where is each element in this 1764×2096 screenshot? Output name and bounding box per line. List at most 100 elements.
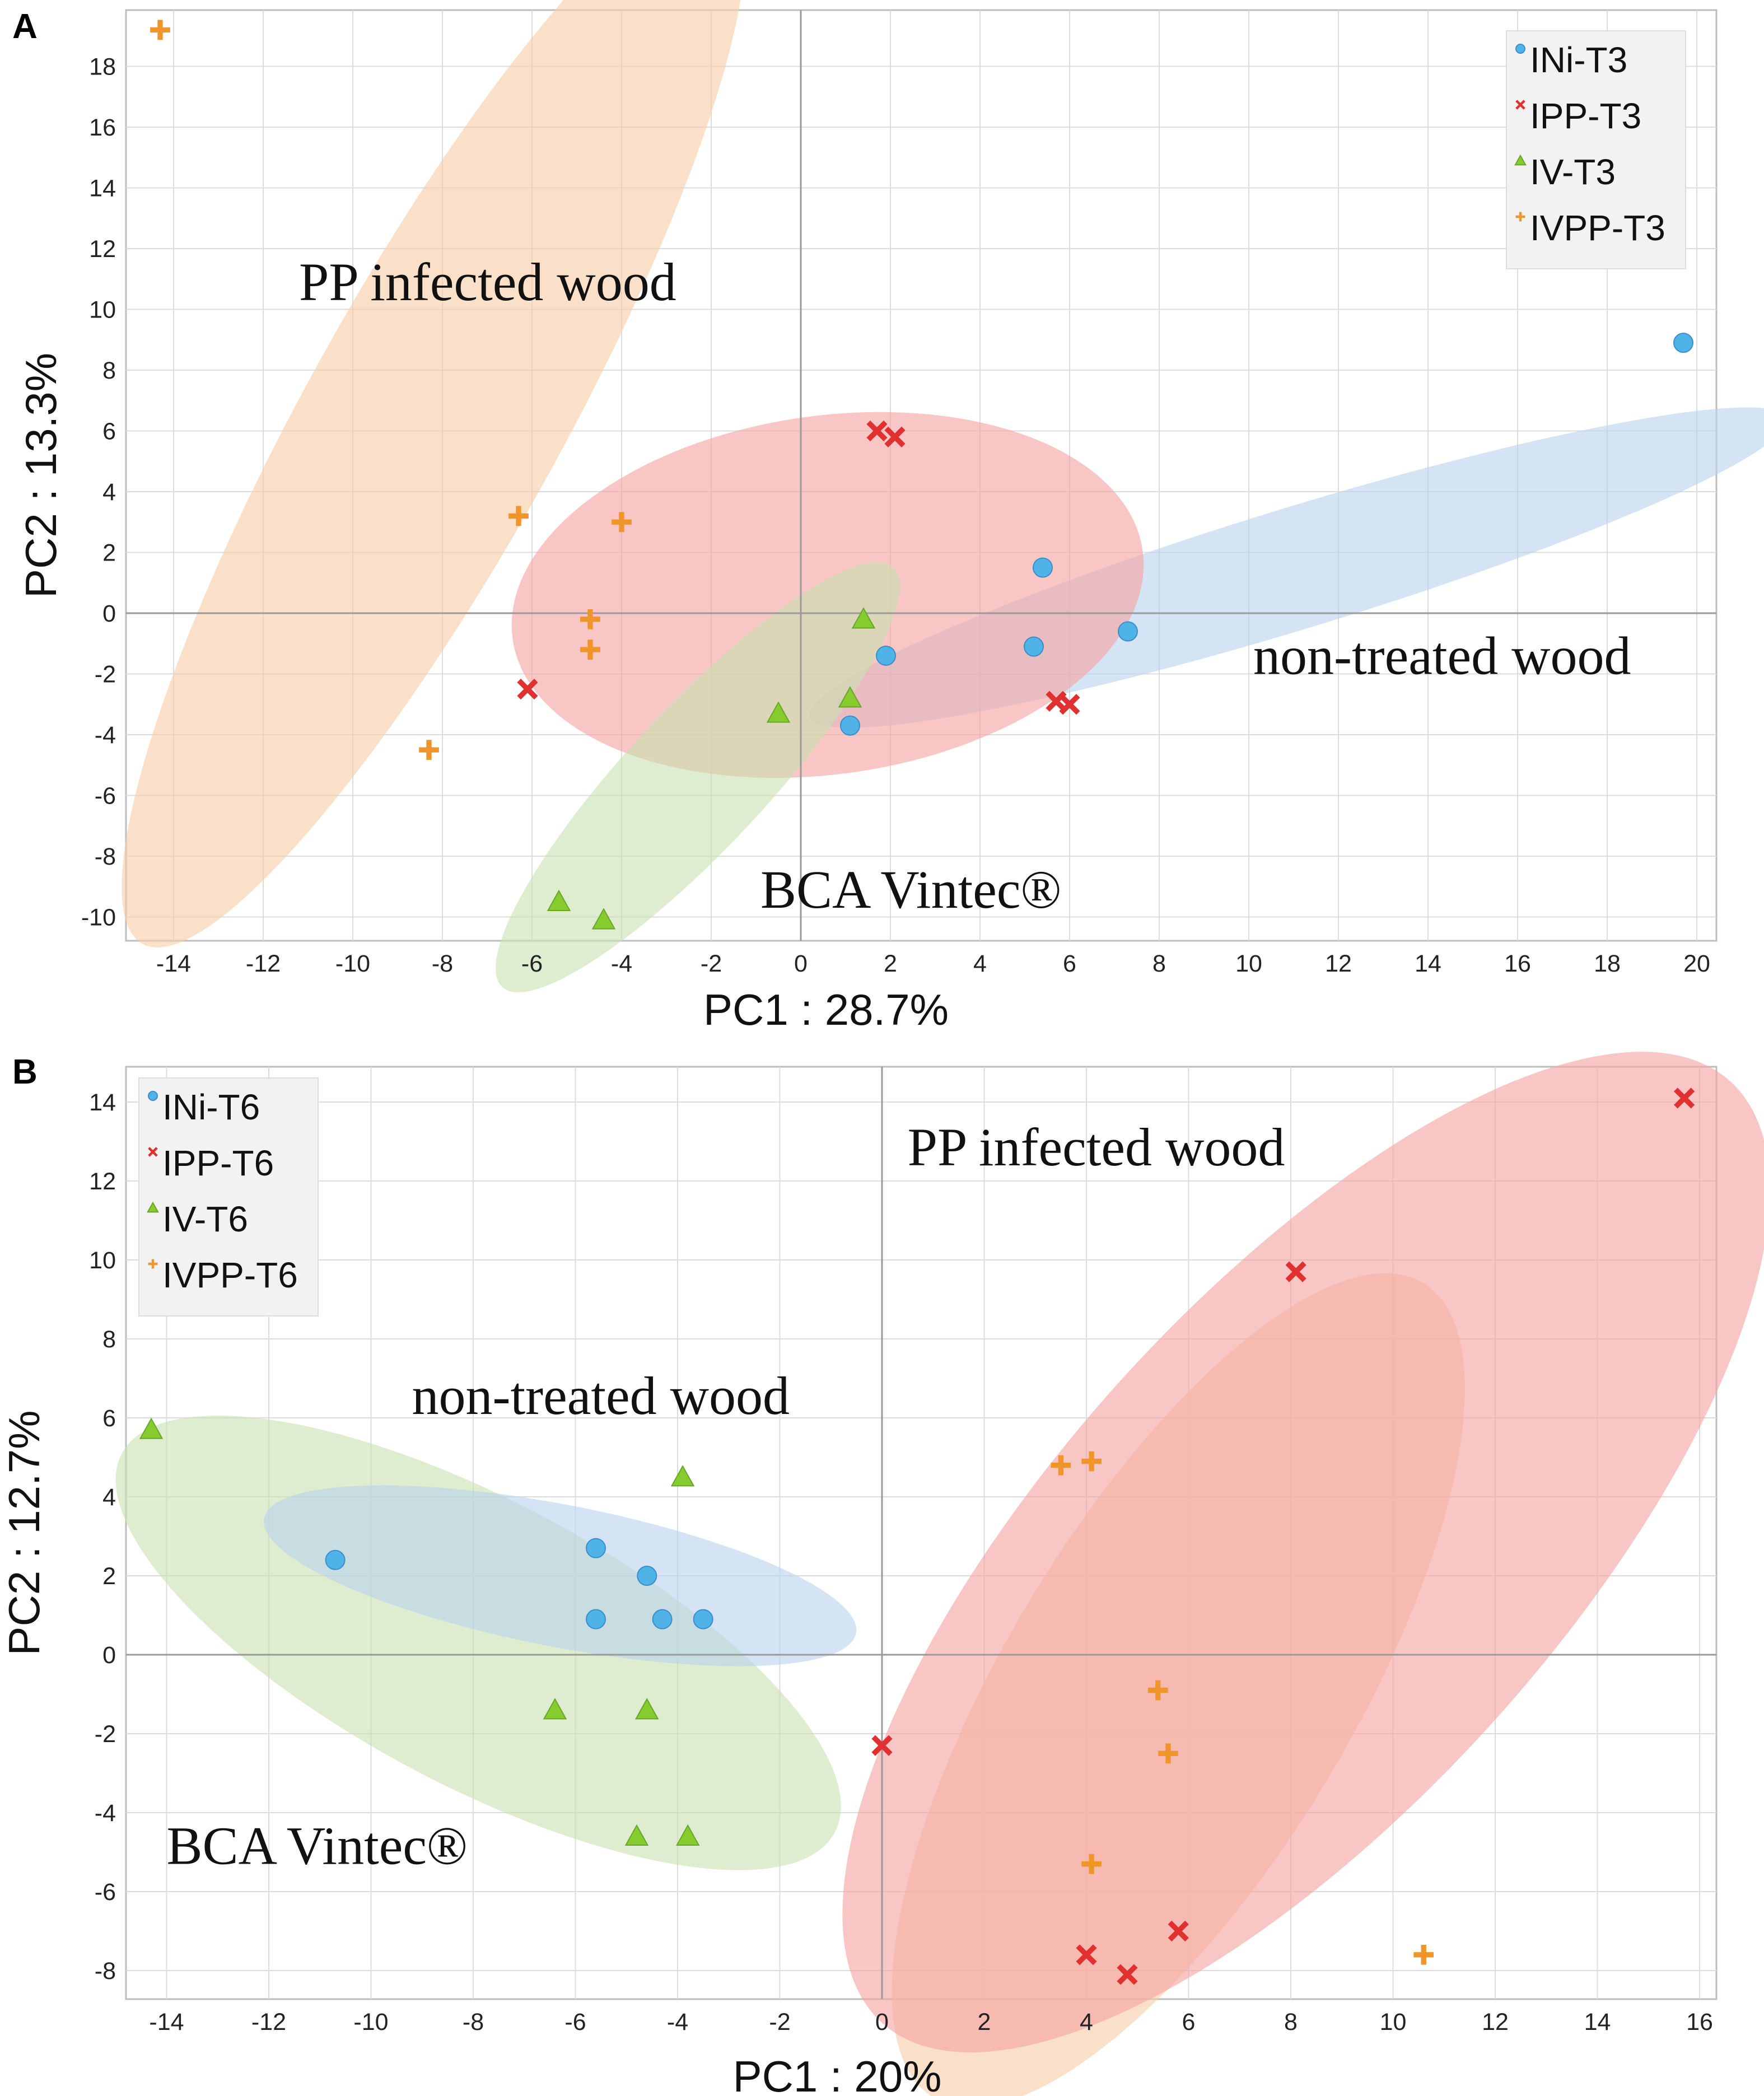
x-tick-label: 0	[875, 2009, 889, 2036]
y-tick-label: -2	[95, 1721, 116, 1748]
y-tick-label: 6	[102, 418, 116, 445]
x-tick-label: -8	[463, 2009, 484, 2036]
x-tick-label: 8	[1152, 950, 1166, 977]
x-tick-label: -14	[149, 2009, 184, 2036]
x-tick-label: -4	[667, 2009, 688, 2036]
data-point-ivpp	[419, 740, 439, 760]
legend-marker-ipp	[1515, 100, 1525, 110]
group-annotation: PP infected wood	[908, 1117, 1285, 1177]
data-point-ini	[652, 1609, 673, 1630]
panel-a: -14 -12 -10 -8 -6 -4 -2 0 2 4 6 8 10 12 14 16 18 20-10-8-…	[12, 0, 1764, 1034]
data-point-ini	[325, 1549, 346, 1570]
legend-label: IV-T3	[1530, 152, 1616, 192]
y-tick-label: -2	[95, 661, 116, 688]
legend-label: IPP-T6	[162, 1143, 274, 1183]
data-point-ini	[1024, 636, 1044, 657]
legend-marker-ini	[1515, 44, 1525, 54]
data-point-ipp	[1674, 1087, 1695, 1109]
y-tick-label: 0	[102, 1642, 116, 1669]
y-tick-label: -4	[95, 722, 116, 749]
x-tick-label: 12	[1325, 950, 1352, 977]
y-tick-label: 10	[89, 1247, 116, 1274]
data-point-ipp	[884, 426, 906, 447]
y-tick-label: 18	[89, 54, 116, 81]
panel-b-axes	[126, 1067, 1716, 1999]
data-point-ini	[840, 715, 860, 736]
y-tick-label: 0	[102, 600, 116, 627]
data-point-ipp	[1059, 694, 1080, 715]
group-annotation: non-treated wood	[412, 1366, 790, 1426]
x-tick-label: 10	[1235, 950, 1262, 977]
y-tick-label: -4	[95, 1800, 116, 1827]
y-tick-label: 16	[89, 114, 116, 141]
y-tick-label: 8	[102, 357, 116, 384]
x-tick-label: 6	[1182, 2009, 1196, 2036]
data-point-ivpp	[1081, 1451, 1102, 1472]
group-annotation: BCA Vintec®	[760, 860, 1061, 919]
panel-b: -14 -12 -10 -8 -6 -4 -2 0 2 4 6 8 10 12 14 16 -8 -6 -4 -2 0 2…	[0, 1052, 1764, 2096]
data-point-ivpp	[1413, 1944, 1434, 1965]
y-tick-label: -6	[95, 1879, 116, 1906]
data-point-ivpp	[580, 609, 600, 629]
legend-label: IV-T6	[162, 1199, 248, 1239]
data-point-iv	[851, 607, 876, 629]
data-point-ini	[1033, 557, 1053, 578]
y-tick-label: 12	[89, 236, 116, 263]
x-tick-label: -12	[246, 950, 281, 977]
legend-box	[1506, 30, 1686, 269]
data-point-iv	[635, 1698, 659, 1720]
x-tick-label: -12	[251, 2009, 286, 2036]
data-point-ivpp	[1051, 1455, 1071, 1476]
panel-a-labels: -14 -12 -10 -8 -6 -4 -2 0 2 4 6 8 10 12 14 16 18 20-10-8-…	[16, 54, 1710, 1035]
data-point-iv	[591, 908, 616, 930]
y-tick-label: 4	[102, 479, 116, 506]
panel-b-points	[139, 1087, 1695, 1985]
x-tick-label: -4	[611, 950, 632, 977]
data-point-iv	[547, 889, 571, 912]
legend-marker-ivpp	[1515, 212, 1525, 222]
data-point-ipp	[1076, 1944, 1097, 1966]
y-tick-label: -8	[95, 843, 116, 870]
x-tick-label: 20	[1683, 950, 1710, 977]
x-tick-label: -2	[769, 2009, 790, 2036]
x-tick-label: 12	[1482, 2009, 1509, 2036]
data-point-ivpp	[1158, 1743, 1178, 1764]
y-tick-label: 2	[102, 1563, 116, 1590]
x-tick-label: 0	[794, 950, 808, 977]
group-annotation: BCA Vintec®	[167, 1816, 468, 1876]
y-tick-label: 14	[89, 1089, 116, 1116]
data-point-ini	[876, 645, 896, 666]
legend-label: INi-T3	[1530, 40, 1627, 80]
legend-marker-ivpp	[148, 1259, 158, 1269]
confidence-ellipse-ipp	[842, 1052, 1764, 2053]
data-point-iv	[670, 1465, 695, 1487]
x-tick-label: 14	[1415, 950, 1441, 977]
data-point-ivpp	[612, 512, 632, 533]
data-point-ipp	[1285, 1261, 1306, 1282]
y-tick-label: 6	[102, 1405, 116, 1432]
y-tick-label: -8	[95, 1958, 116, 1985]
data-point-ivpp	[1081, 1854, 1102, 1874]
data-point-ini	[637, 1566, 657, 1586]
confidence-ellipse-ivpp	[122, 0, 745, 947]
panel-b-legend: INi-T6 IPP-T6 IV-T6 IVPP-T6	[138, 1077, 319, 1317]
panel-a-points	[150, 20, 1693, 930]
y-axis-label: PC2 : 13.3%	[16, 353, 66, 598]
x-axis-label: PC1 : 28.7%	[703, 985, 949, 1034]
legend-marker-ini	[148, 1091, 158, 1101]
x-tick-label: -6	[521, 950, 543, 977]
data-point-iv	[766, 701, 791, 723]
panel-a-letter: A	[12, 7, 38, 46]
data-point-ini	[586, 1609, 606, 1630]
panel-a-axes	[126, 10, 1716, 941]
x-tick-label: -10	[335, 950, 370, 977]
group-annotation: PP infected wood	[299, 252, 676, 312]
data-point-ipp	[1168, 1920, 1189, 1942]
x-tick-label: -14	[156, 950, 191, 977]
x-tick-label: -6	[564, 2009, 586, 2036]
x-tick-label: 2	[978, 2009, 991, 2036]
data-point-ini	[1118, 621, 1138, 642]
y-tick-label: 10	[89, 297, 116, 324]
legend-label: IPP-T3	[1530, 96, 1641, 136]
